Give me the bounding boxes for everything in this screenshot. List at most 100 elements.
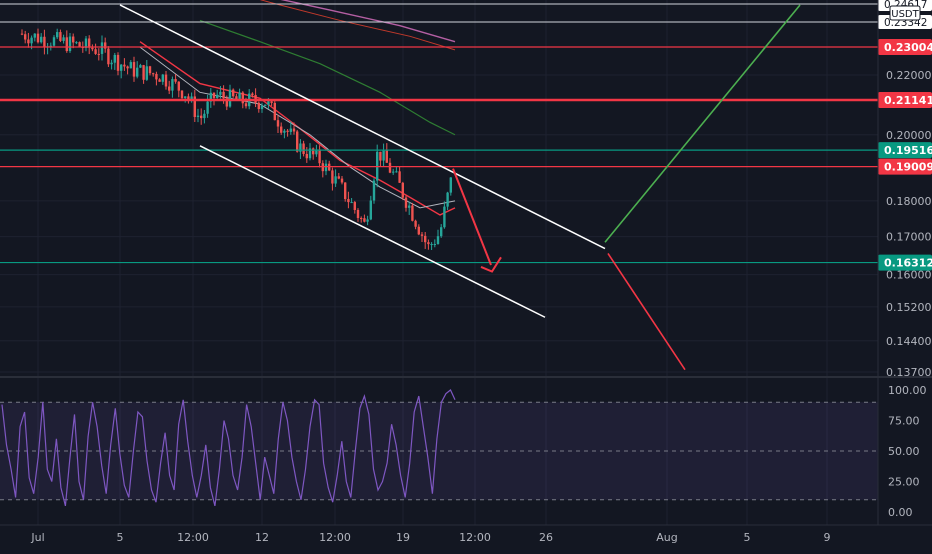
price-tick-label: 0.14400 (886, 335, 932, 348)
candle-body (299, 143, 302, 152)
candle-body (398, 171, 401, 183)
candle-body (251, 93, 254, 96)
x-tick-label: Aug (656, 531, 677, 544)
candle-body (360, 217, 363, 219)
price-tick-label: 0.22000 (886, 69, 932, 82)
candle-body (209, 92, 212, 102)
price-level-badge (878, 254, 932, 271)
candle-body (49, 45, 52, 47)
candle-body (427, 242, 430, 245)
x-tick-label: 12 (255, 531, 269, 544)
candle-body (30, 37, 33, 44)
bear-projection-line (607, 253, 686, 371)
candle-body (91, 47, 94, 50)
candle-body (56, 32, 59, 38)
candle-body (132, 62, 136, 77)
candle-body (27, 39, 30, 44)
candle-body (216, 94, 219, 98)
candle-body (337, 176, 340, 179)
price-levels (0, 3, 878, 264)
candle-body (152, 73, 155, 75)
candle-body (177, 81, 180, 91)
bull-projection-line (604, 4, 801, 243)
candle-body (126, 66, 129, 69)
candle-body (276, 120, 280, 127)
candle-body (264, 104, 267, 106)
candle-body (225, 98, 228, 107)
candle-body (59, 32, 62, 41)
candle-body (392, 171, 395, 173)
price-level-label: 0.16312 (884, 257, 932, 270)
candle-body (145, 66, 148, 80)
candle-body (312, 148, 315, 155)
candle-body (235, 96, 238, 100)
candle-body (433, 243, 436, 245)
oscillator-tick-label: 100.00 (888, 384, 927, 397)
oscillator-tick-label: 50.00 (888, 445, 920, 458)
candle-body (382, 149, 385, 161)
x-tick-label: 19 (396, 531, 410, 544)
oscillator-tick-label: 0.00 (888, 506, 913, 519)
candle-body (174, 79, 177, 82)
candle-body (52, 37, 56, 46)
oscillator-tick-label: 75.00 (888, 415, 920, 428)
candle-body (75, 42, 78, 44)
candle-body (424, 235, 427, 243)
candle-body (161, 74, 164, 82)
candle-body (136, 67, 139, 77)
candle-body (116, 54, 120, 71)
price-level-label: 0.19009 (884, 161, 932, 174)
candle-body (43, 36, 46, 48)
x-tick-label: 26 (539, 531, 553, 544)
candle-body (292, 128, 296, 132)
price-level-badge (878, 142, 932, 159)
candle-body (241, 92, 244, 104)
candle-body (206, 101, 209, 114)
candle-body (187, 96, 190, 100)
x-tick-label: 12:00 (319, 531, 351, 544)
candle-body (449, 177, 452, 193)
candle-body (244, 103, 248, 107)
candle-body (430, 244, 433, 246)
candle-body (443, 206, 446, 228)
ma-slow-red (259, 0, 456, 51)
candle-body (222, 91, 225, 99)
price-level-badge (878, 91, 932, 108)
candle-body (232, 89, 235, 97)
candle-body (417, 226, 420, 235)
candle-body (65, 37, 68, 52)
candle-body (324, 163, 328, 172)
short-term-arrow-line (452, 168, 492, 266)
candle-body (129, 62, 132, 69)
candle-body (296, 131, 299, 152)
candle-body (24, 34, 27, 40)
candle-body (260, 105, 264, 110)
candle-body (110, 62, 113, 65)
candle-body (411, 205, 414, 221)
candle-body (40, 36, 43, 43)
candle-body (385, 149, 388, 163)
candle-body (446, 192, 449, 207)
candle-body (36, 33, 40, 43)
price-tick-label: 0.16000 (886, 269, 932, 282)
channel-lower-line (199, 145, 546, 318)
candle-body (408, 205, 411, 208)
x-tick-label: Jul (30, 531, 44, 544)
price-tick-label: 0.17000 (886, 231, 932, 244)
candle-body (366, 219, 369, 222)
channel-upper-line (119, 4, 606, 250)
candle-body (148, 66, 152, 74)
drawings (119, 4, 801, 371)
candle-body (267, 101, 270, 105)
candle-body (68, 36, 72, 52)
x-tick-label: 12:00 (177, 531, 209, 544)
candle-body (414, 220, 417, 227)
candle-body (388, 162, 392, 173)
oscillator-line (1, 389, 456, 507)
candle-body (350, 202, 353, 204)
candle-body (344, 182, 347, 200)
x-tick-label: 9 (824, 531, 831, 544)
candle-body (401, 182, 404, 198)
